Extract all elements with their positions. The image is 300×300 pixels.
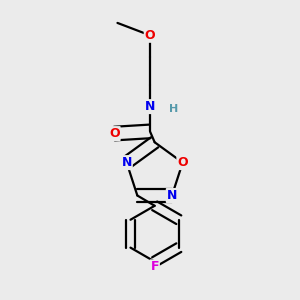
Text: F: F: [150, 260, 159, 273]
Text: O: O: [109, 127, 120, 140]
Text: N: N: [145, 100, 155, 113]
Text: O: O: [177, 156, 188, 169]
Text: N: N: [167, 189, 177, 202]
Text: N: N: [122, 156, 132, 169]
Text: H: H: [169, 104, 178, 114]
Text: O: O: [145, 29, 155, 42]
